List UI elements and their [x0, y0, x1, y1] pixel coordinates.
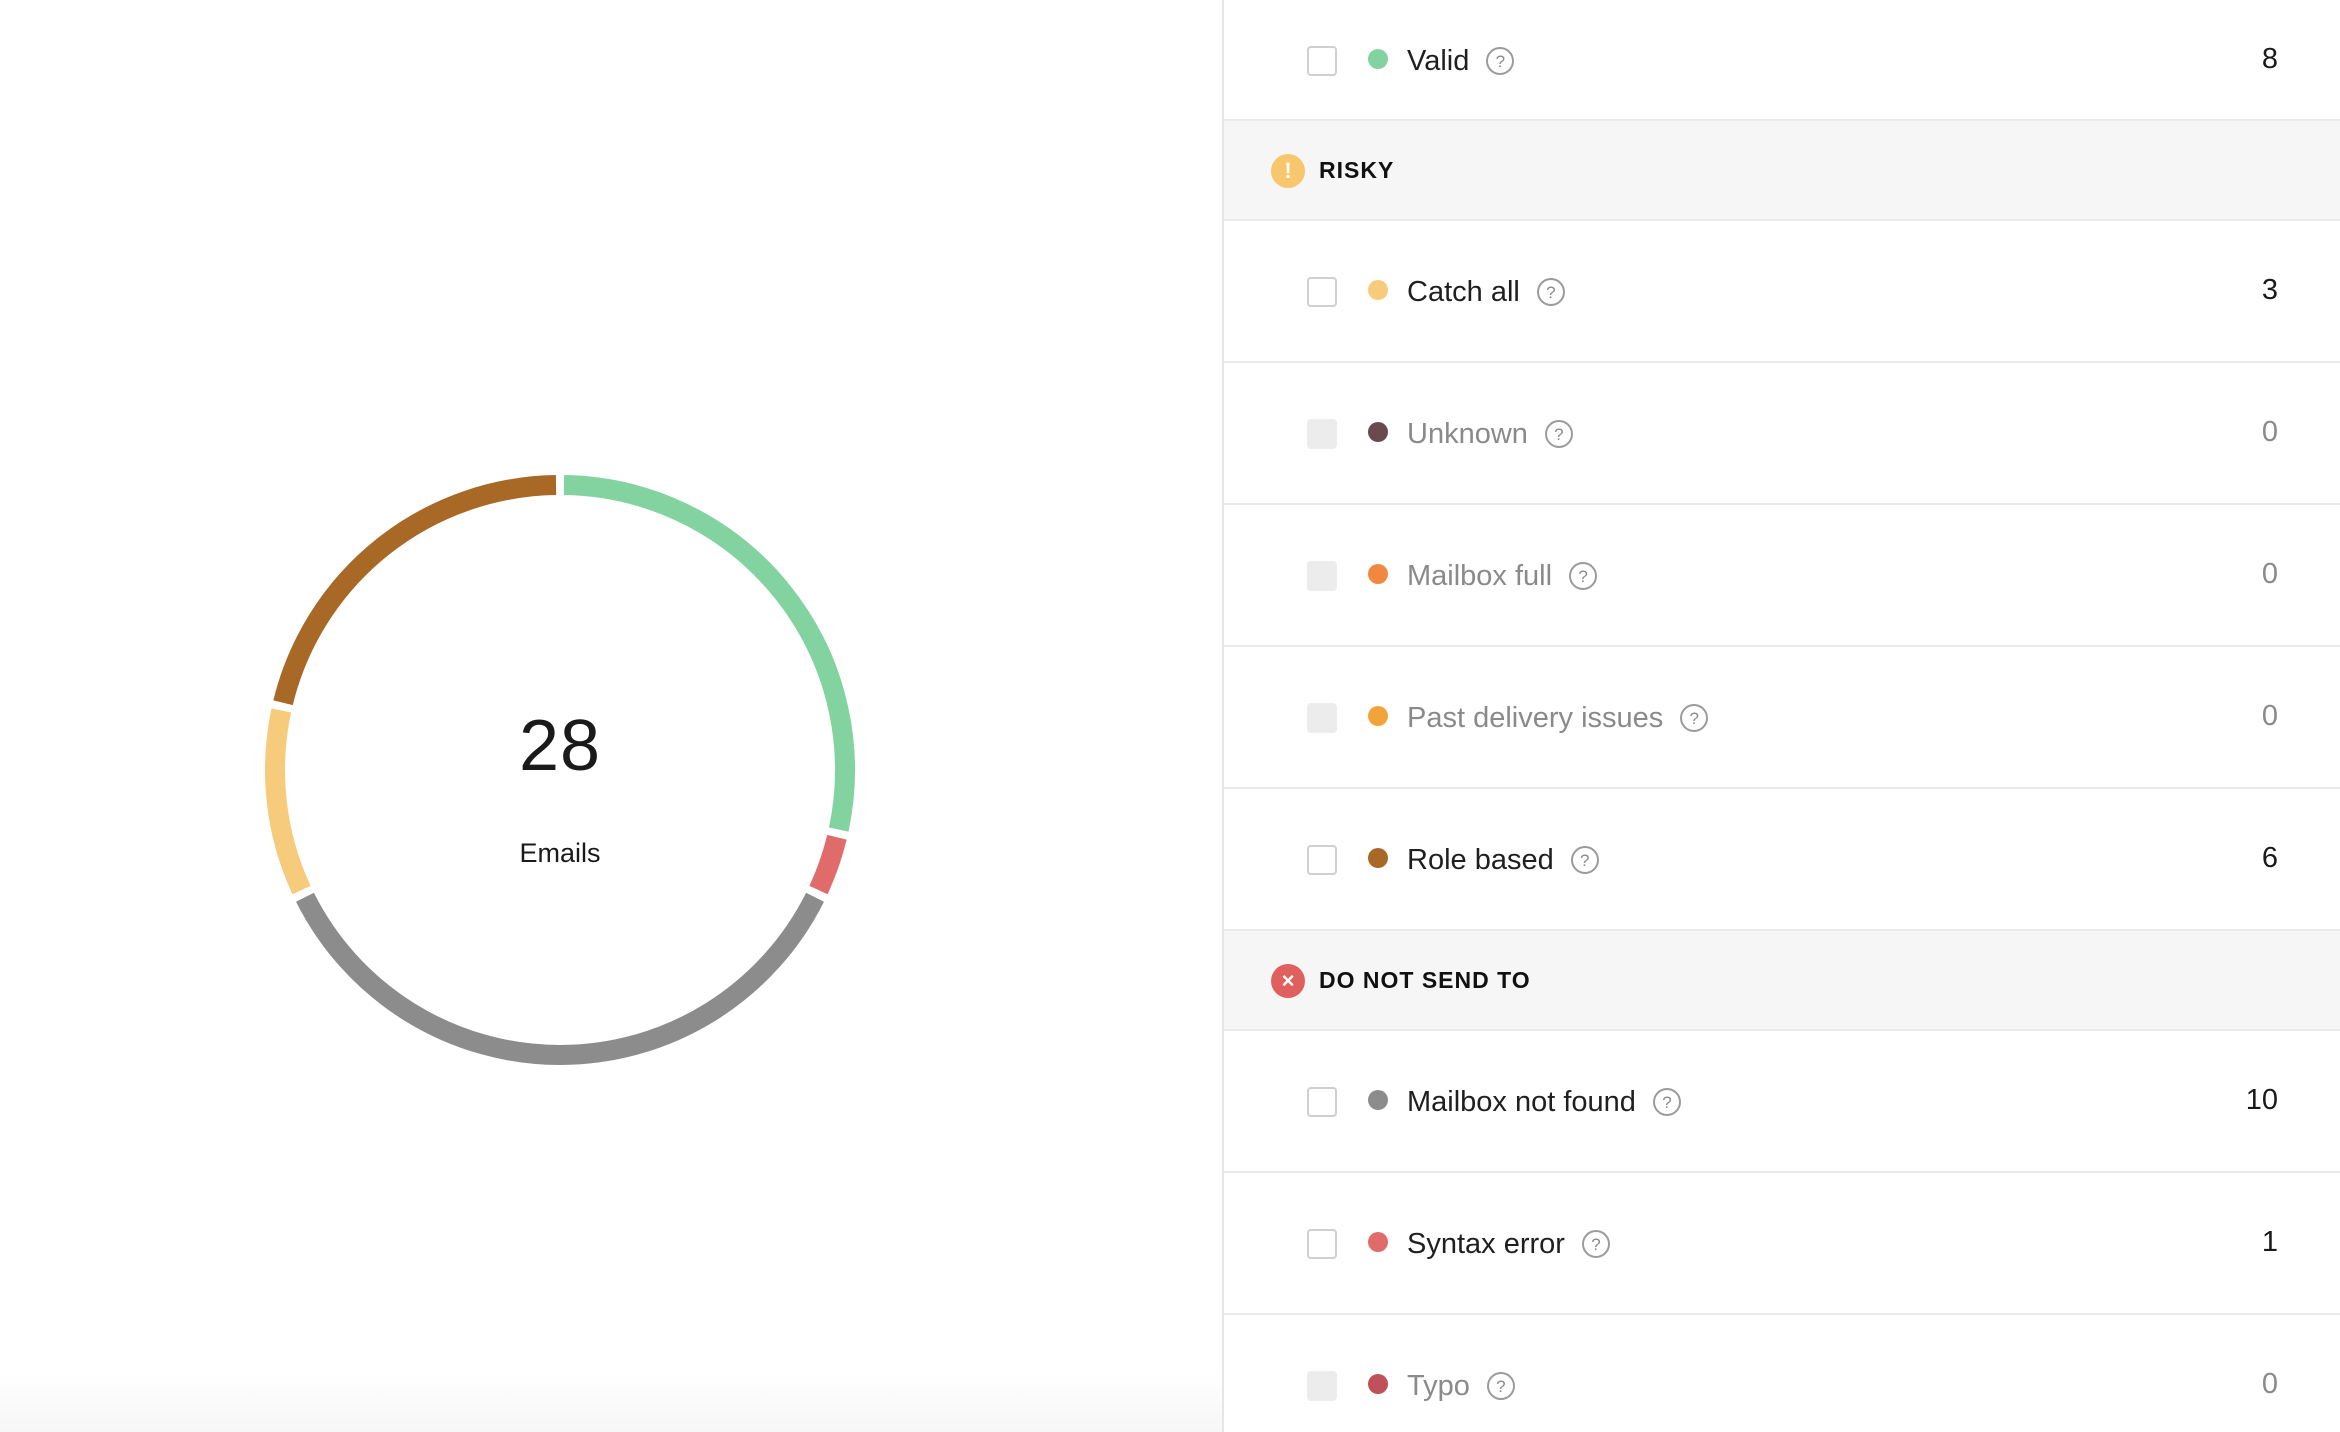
help-icon[interactable]: ? [1581, 1230, 1610, 1258]
section-header-risky: ! RISKY [1224, 121, 2340, 221]
checkbox-valid[interactable] [1307, 46, 1337, 76]
status-label: Valid [1407, 44, 1470, 77]
status-color-dot [1368, 564, 1388, 584]
checkbox-role-based[interactable] [1307, 845, 1337, 875]
checkbox-typo [1307, 1371, 1337, 1401]
help-icon[interactable]: ? [1486, 47, 1515, 75]
status-color-dot [1368, 280, 1388, 300]
status-color-dot [1368, 848, 1388, 868]
status-color-dot [1368, 49, 1388, 69]
status-count: 10 [2245, 1084, 2278, 1116]
help-icon[interactable]: ? [1544, 420, 1573, 448]
status-row-unknown: Unknown? 0 [1224, 363, 2340, 505]
status-color-dot [1368, 1232, 1388, 1252]
status-label-group: Past delivery issues? [1407, 698, 1709, 738]
status-label-group: Catch all? [1407, 272, 1565, 312]
donut-slice-syntax-error [809, 834, 847, 895]
status-label-group: Typo? [1407, 1366, 1515, 1406]
x-circle-icon: × [1271, 964, 1305, 998]
status-label: Typo [1407, 1369, 1470, 1402]
help-icon[interactable]: ? [1570, 846, 1599, 874]
status-label: Catch all [1407, 275, 1520, 308]
total-emails-count: 28 [518, 706, 602, 786]
help-icon[interactable]: ? [1536, 278, 1565, 306]
section-title: RISKY [1319, 157, 1395, 183]
status-label: Unknown [1407, 417, 1528, 450]
status-label: Role based [1407, 843, 1554, 876]
help-icon[interactable]: ? [1569, 562, 1598, 590]
status-row-mailbox-not-found[interactable]: Mailbox not found? 10 [1224, 1031, 2340, 1173]
status-count: 0 [2261, 700, 2278, 732]
status-row-valid[interactable]: Valid? 8 [1224, 0, 2340, 121]
status-label-group: Mailbox full? [1407, 556, 1598, 596]
status-label: Syntax error [1407, 1227, 1565, 1260]
status-count: 0 [2261, 558, 2278, 590]
pane-divider [1222, 0, 1224, 1432]
status-breakdown-list: Valid? 8! RISKY Catch all? 3 Unknown? 0 Mailbox… [1224, 0, 2340, 1432]
status-count: 1 [2261, 1226, 2278, 1258]
status-color-dot [1368, 706, 1388, 726]
status-row-typo: Typo? 0 [1224, 1315, 2340, 1432]
section-title: DO NOT SEND TO [1319, 967, 1531, 993]
status-color-dot [1368, 422, 1388, 442]
section-header-do-not-send: × DO NOT SEND TO [1224, 931, 2340, 1031]
checkbox-unknown [1307, 419, 1337, 449]
help-icon[interactable]: ? [1680, 704, 1709, 732]
bottom-fade [0, 1372, 1222, 1432]
donut-slice-valid [563, 475, 855, 832]
status-label-group: Role based? [1407, 840, 1599, 880]
status-count: 6 [2261, 842, 2278, 874]
status-row-role-based[interactable]: Role based? 6 [1224, 789, 2340, 931]
status-row-past-delivery-issues: Past delivery issues? 0 [1224, 647, 2340, 789]
donut-slice-mailbox-not-found [296, 892, 824, 1065]
email-status-donut-chart [265, 475, 855, 1065]
status-label-group: Valid? [1407, 41, 1515, 81]
status-row-mailbox-full: Mailbox full? 0 [1224, 505, 2340, 647]
checkbox-syntax-error[interactable] [1307, 1229, 1337, 1259]
status-count: 0 [2261, 1368, 2278, 1400]
status-label-group: Mailbox not found? [1407, 1082, 1681, 1122]
status-label: Mailbox not found [1407, 1085, 1636, 1118]
checkbox-mailbox-full [1307, 561, 1337, 591]
status-label: Mailbox full [1407, 559, 1553, 592]
checkbox-past-delivery-issues [1307, 703, 1337, 733]
status-row-catch-all[interactable]: Catch all? 3 [1224, 221, 2340, 363]
status-color-dot [1368, 1090, 1388, 1110]
checkbox-catch-all[interactable] [1307, 277, 1337, 307]
status-color-dot [1368, 1374, 1388, 1394]
status-label-group: Unknown? [1407, 414, 1573, 454]
donut-slice-role-based [273, 475, 557, 706]
status-count: 3 [2261, 274, 2278, 306]
donut-slice-catch-all [265, 708, 311, 895]
status-label-group: Syntax error? [1407, 1224, 1610, 1264]
help-icon[interactable]: ? [1486, 1372, 1515, 1400]
checkbox-mailbox-not-found[interactable] [1307, 1087, 1337, 1117]
exclamation-icon: ! [1271, 154, 1305, 188]
status-count: 8 [2261, 43, 2278, 75]
status-row-syntax-error[interactable]: Syntax error? 1 [1224, 1173, 2340, 1315]
total-emails-label: Emails [519, 838, 601, 868]
status-label: Past delivery issues [1407, 701, 1664, 734]
summary-pane: 28 Emails [0, 475, 1222, 1432]
status-count: 0 [2261, 416, 2278, 448]
help-icon[interactable]: ? [1652, 1088, 1681, 1116]
